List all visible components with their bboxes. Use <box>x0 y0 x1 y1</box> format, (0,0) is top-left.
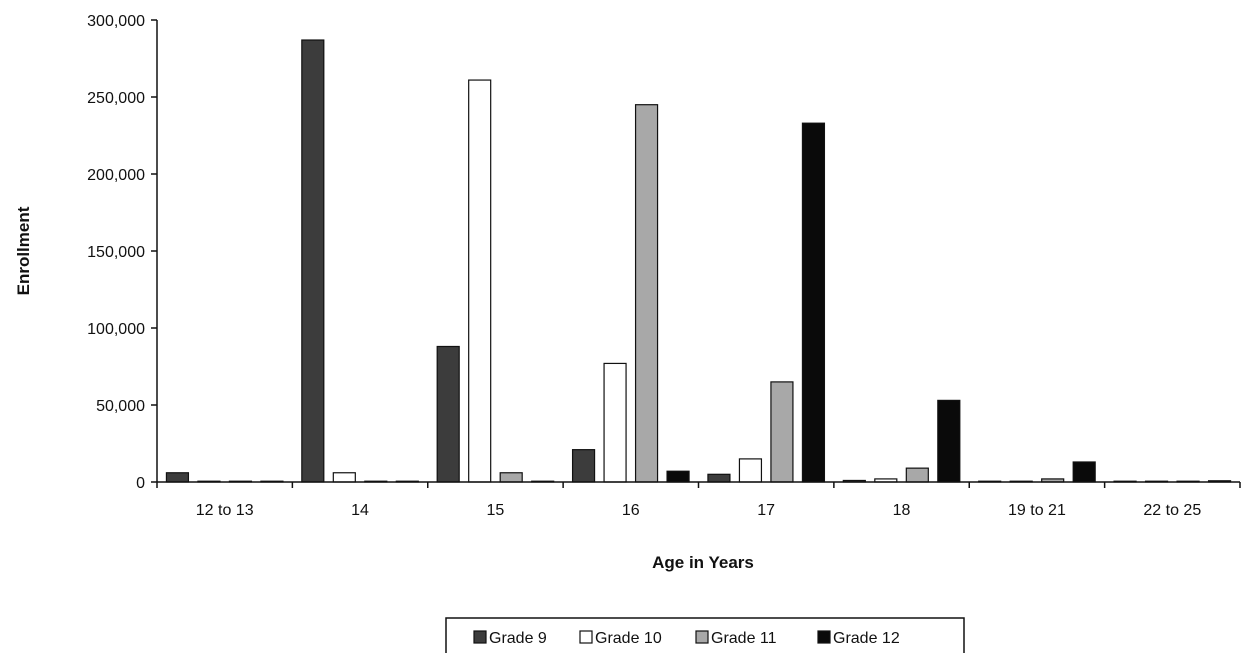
bar <box>468 79 492 483</box>
legend-label: Grade 10 <box>595 630 662 647</box>
y-tick-label: 250,000 <box>87 90 145 107</box>
x-tick-label: 22 to 25 <box>1143 502 1201 519</box>
bar <box>603 362 627 483</box>
x-tick-label: 18 <box>893 502 911 519</box>
legend-items: Grade 9 Grade 10 Grade 11 Grade 12 <box>473 630 900 647</box>
bar <box>738 458 763 483</box>
bar <box>436 345 460 483</box>
legend-label: Grade 9 <box>489 630 547 647</box>
x-tick-label: 16 <box>622 502 640 519</box>
x-axis-title: Age in Years <box>652 553 754 572</box>
legend-swatch <box>579 630 593 644</box>
y-axis-title: Enrollment <box>14 206 33 295</box>
x-tick-label: 12 to 13 <box>196 502 254 519</box>
legend-label: Grade 12 <box>833 630 900 647</box>
bar <box>770 381 794 483</box>
bar <box>634 104 659 483</box>
y-tick-label: 150,000 <box>87 244 145 261</box>
y-tick-label: 300,000 <box>87 13 145 30</box>
x-tick-label: 19 to 21 <box>1008 502 1066 519</box>
bar <box>332 472 356 483</box>
x-tick-label: 17 <box>757 502 775 519</box>
y-tick-label: 200,000 <box>87 167 145 184</box>
bar <box>666 470 690 483</box>
bar <box>707 473 731 483</box>
bar <box>571 449 596 483</box>
bar <box>499 472 523 483</box>
y-ticks-layer: 0 50,000 100,000 150,000 200,000 250,000 300,0… <box>87 13 157 492</box>
bar <box>937 399 961 483</box>
x-ticks-layer: 12 to 13 14 15 16 17 18 19 to 21 22 to 25 <box>156 482 1241 519</box>
x-tick-label: 15 <box>487 502 505 519</box>
y-tick-label: 100,000 <box>87 321 145 338</box>
bar <box>165 472 190 483</box>
legend-swatch <box>695 630 709 644</box>
y-tick-label: 0 <box>136 475 145 492</box>
legend-swatch <box>817 630 831 644</box>
bar <box>905 467 929 483</box>
bar <box>801 122 826 483</box>
bars-layer <box>165 39 1232 483</box>
bar <box>1072 461 1096 483</box>
legend-label: Grade 11 <box>711 630 777 647</box>
y-tick-label: 50,000 <box>96 398 145 415</box>
bar <box>301 39 325 483</box>
x-tick-label: 14 <box>351 502 369 519</box>
legend-swatch <box>473 630 487 644</box>
legend: Grade 9 Grade 10 Grade 11 Grade 12 <box>445 617 965 653</box>
